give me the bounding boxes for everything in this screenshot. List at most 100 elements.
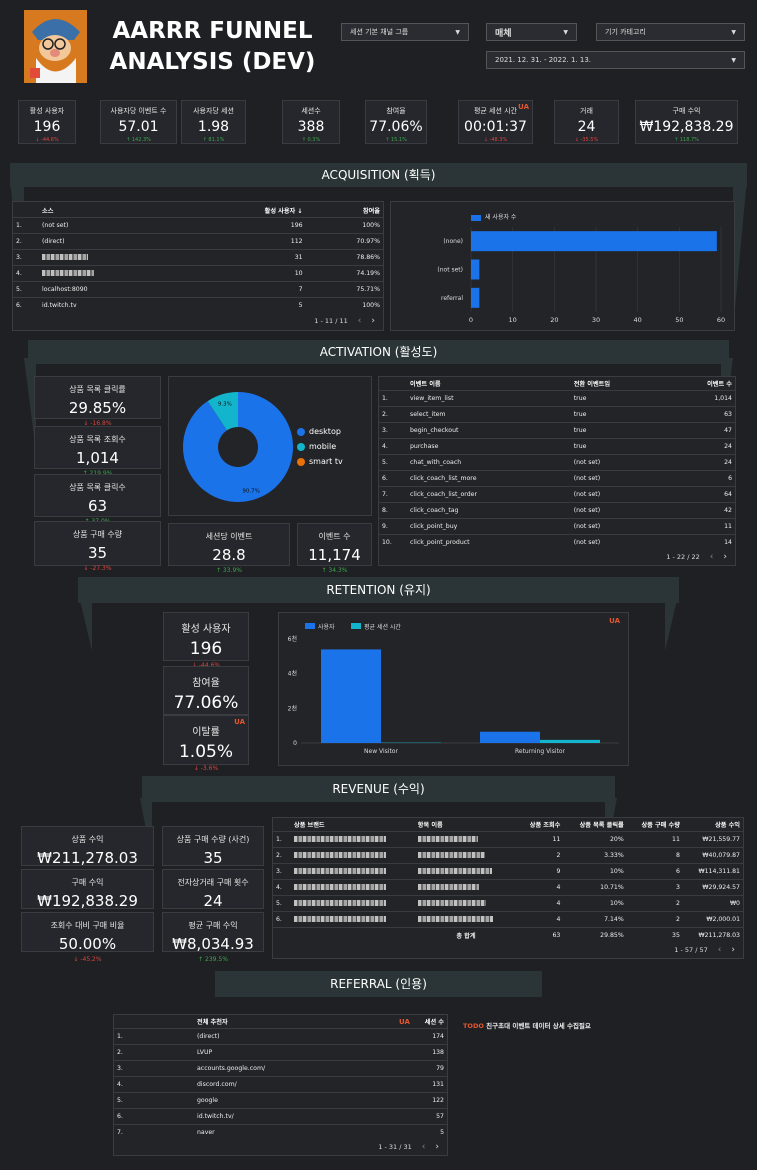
table-row[interactable]: 5. localhost:8090 7 75.71% (13, 280, 383, 297)
table-row[interactable]: 2. 2 3.33% 8 ₩40,079.87 (273, 846, 743, 863)
col-item-name[interactable]: 항목 이름 (417, 821, 443, 829)
table-row[interactable]: 6. click_coach_list_more (not set) 6 (379, 469, 735, 486)
row-index: 3. (273, 862, 291, 879)
table-row[interactable]: 8. click_coach_tag (not set) 42 (379, 501, 735, 518)
channel-group-dropdown[interactable]: 세션 기본 채널 그룹 ▼ (341, 23, 469, 41)
table-row[interactable]: 6. id.twitch.tv 5 100% (13, 296, 383, 313)
pie-slice[interactable] (207, 392, 238, 431)
table-row[interactable]: 2. LVUP 138 (114, 1043, 447, 1060)
table-row[interactable]: 3. 31 78.86% (13, 248, 383, 265)
col-brand[interactable]: 상품 브랜드 (294, 821, 325, 829)
table-row[interactable]: 6. 4 7.14% 2 ₩2,000.01 (273, 910, 743, 927)
col-list-ctr[interactable]: 상품 목록 클릭률 (579, 821, 624, 829)
chevron-left-icon[interactable]: ‹ (717, 945, 722, 955)
bar[interactable] (321, 649, 381, 743)
table-row[interactable]: 2. (direct) 112 70.97% (13, 232, 383, 249)
table-row[interactable]: 6. id.twitch.tv/57 (114, 1107, 447, 1124)
chevron-left-icon[interactable]: ‹ (709, 552, 714, 562)
cell: 9. (379, 517, 407, 534)
cell: 9 (517, 862, 564, 879)
col-conversion[interactable]: 전환 이벤트임 (573, 380, 611, 388)
bar[interactable] (480, 731, 540, 743)
pie-slice[interactable] (183, 392, 293, 502)
table-row[interactable]: 1. (not set) 196 100% (13, 216, 383, 233)
table-row[interactable]: 5. chat_with_coach (not set) 24 (379, 453, 735, 470)
redacted-text (417, 851, 485, 858)
col-event-count[interactable]: 이벤트 수 (707, 380, 732, 388)
kpi-value: 63 (87, 497, 108, 515)
revenue-kpi-card: 상품 구매 수량 (사건)35↓ -37.3% (162, 826, 264, 877)
source-cell (39, 264, 191, 281)
table-row[interactable]: 1. view_item_list true 1,014 (379, 389, 735, 406)
table-row[interactable]: 5. google 122 (114, 1091, 447, 1108)
cell: 2 (626, 894, 683, 911)
table-row[interactable]: 9. click_point_buy (not set) 11 (379, 517, 735, 534)
col-sessions[interactable]: 세션 수 (424, 1018, 444, 1026)
bar[interactable] (471, 287, 480, 308)
table-row[interactable]: 4. 4 10.71% 3 ₩29,924.57 (273, 878, 743, 895)
table-row[interactable]: 5. 4 10% 2 ₩0 (273, 894, 743, 911)
table-row[interactable]: 3. accounts.google.com/79 (114, 1059, 447, 1076)
legend-label: 평균 세션 시간 (364, 623, 401, 631)
chevron-right-icon[interactable]: › (371, 316, 375, 326)
cell: 2 (517, 846, 564, 863)
activation-kpi-card: 이벤트 수 11,174 ↑ 34.3% (297, 523, 372, 574)
table-row[interactable]: 10. click_point_product (not set) 14 (379, 533, 735, 550)
cell: 47 (665, 421, 735, 438)
kpi-value: 388 (297, 119, 325, 135)
table-row[interactable]: 2. select_item true 63 (379, 405, 735, 422)
table-row[interactable]: 4. purchase true 24 (379, 437, 735, 454)
table-row[interactable]: 7. naver 5 (114, 1123, 447, 1140)
section-acquisition: ACQUISITION (획득) (10, 163, 747, 187)
col-source[interactable]: 소스 (42, 207, 54, 215)
section-referral: REFERRAL (인용) (215, 971, 542, 997)
chevron-left-icon[interactable]: ‹ (421, 1142, 426, 1152)
cell: 6 (665, 469, 735, 486)
bar[interactable] (471, 231, 717, 252)
chevron-right-icon[interactable]: › (435, 1142, 439, 1152)
col-referrer[interactable]: 전체 추천자 (197, 1018, 228, 1026)
table-row[interactable]: 1. 11 20% 11 ₩21,559.77 (273, 830, 743, 847)
cell: 24 (665, 437, 735, 454)
redacted-text (294, 883, 386, 890)
col-item-views[interactable]: 상품 조회수 (529, 821, 561, 829)
medium-dropdown[interactable]: 매체 ▼ (486, 23, 577, 41)
chevron-right-icon[interactable]: › (731, 945, 735, 955)
legend-item[interactable]: desktop (297, 427, 343, 436)
col-item-revenue[interactable]: 상품 수익 (715, 821, 740, 829)
users-cell: 112 (190, 232, 306, 249)
bar[interactable] (540, 739, 600, 743)
col-event-name[interactable]: 이벤트 이름 (410, 380, 441, 388)
table-row[interactable]: 4. discord.com/131 (114, 1075, 447, 1092)
col-active-users[interactable]: 활성 사용자 ↓ (264, 207, 303, 215)
bar[interactable] (471, 259, 480, 280)
revenue-kpi-card: 조회수 대비 구매 비율 50.00% ↓ -45.2% (21, 912, 154, 963)
referrer-cell: LVUP (194, 1043, 383, 1060)
kpi-change: ↑ 34.3% (321, 567, 348, 574)
referral-table: UA 전체 추천자 세션 수 1. (direct) 174 2. LVUP 138 3. ac… (113, 1014, 448, 1156)
engagement-cell: 75.71% (305, 280, 383, 297)
col-engagement[interactable]: 참여율 (362, 207, 380, 215)
table-row[interactable]: 3. begin_checkout true 47 (379, 421, 735, 438)
cell: (not set) (570, 469, 666, 486)
device-dropdown[interactable]: 기기 카테고리 ▼ (596, 23, 745, 41)
cell: 7. (379, 485, 407, 502)
row-index: 1. (13, 216, 39, 233)
table-row[interactable]: 7. click_coach_list_order (not set) 64 (379, 485, 735, 502)
chevron-right-icon[interactable]: › (723, 552, 727, 562)
legend-item[interactable]: mobile (297, 442, 343, 451)
y-tick-label: 2천 (288, 704, 297, 712)
legend-dot (297, 457, 305, 466)
legend-item[interactable]: smart tv (297, 457, 343, 466)
date-range-picker[interactable]: 2021. 12. 31. - 2022. 1. 13. ▼ (486, 51, 745, 69)
sessions-cell: 138 (382, 1043, 447, 1060)
table-row[interactable]: 1. (direct) 174 (114, 1027, 447, 1044)
chevron-left-icon[interactable]: ‹ (357, 316, 362, 326)
col-qty[interactable]: 상품 구매 수량 (641, 821, 680, 829)
table-row[interactable]: 4. 10 74.19% (13, 264, 383, 281)
cell: 4. (379, 437, 407, 454)
x-tick-label: 0 (469, 316, 473, 324)
cell: ₩0 (682, 894, 743, 911)
cell: (not set) (570, 517, 666, 534)
table-row[interactable]: 3. 9 10% 6 ₩114,311.81 (273, 862, 743, 879)
